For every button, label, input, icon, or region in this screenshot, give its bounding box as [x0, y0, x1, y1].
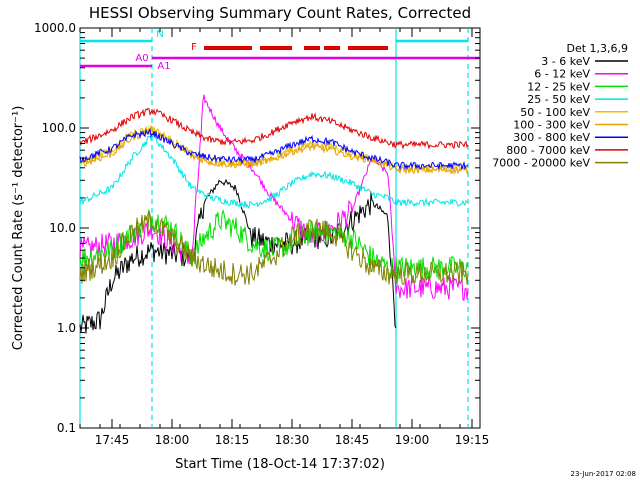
x-tick-label: 18:00	[155, 433, 190, 447]
series-line-6	[79, 128, 469, 171]
legend-label: 6 - 12 keV	[534, 68, 590, 81]
y-tick-label: 0.1	[57, 421, 76, 435]
series-line-3	[79, 132, 469, 210]
legend-label: 25 - 50 keV	[527, 93, 590, 106]
y-tick-label: 1000.0	[34, 21, 76, 35]
legend-label: 50 - 100 keV	[520, 106, 590, 119]
legend-label: 300 - 800 keV	[513, 131, 590, 144]
x-tick-label: 19:00	[395, 433, 430, 447]
legend-label: 12 - 25 keV	[527, 80, 590, 93]
legend-label: 7000 - 20000 keV	[492, 157, 590, 170]
x-axis: 17:45 18:00 18:15 18:30 18:45 19:00 19:15	[79, 28, 490, 447]
y-axis-label: Corrected Count Rate (s⁻¹ detector⁻¹)	[11, 106, 26, 351]
series-line-7	[79, 107, 469, 150]
x-tick-label: 18:45	[335, 433, 370, 447]
legend-label: 100 - 300 keV	[513, 119, 590, 132]
legend-title: Det 1,3,6,9	[566, 42, 628, 55]
y-tick-label: 10.0	[49, 221, 76, 235]
legend-label: 3 - 6 keV	[541, 55, 590, 68]
series-line-1	[79, 94, 469, 301]
y-tick-label: 1.0	[57, 321, 76, 335]
flag-label-a0: A0	[135, 53, 148, 64]
flag-label-f: F	[191, 42, 197, 53]
flag-label-n: N	[156, 29, 163, 40]
chart-title: HESSI Observing Summary Count Rates, Cor…	[89, 4, 471, 22]
series-lines	[79, 94, 469, 334]
footer-date: 23-Jun-2017 02:08	[571, 470, 637, 478]
x-tick-label: 18:15	[215, 433, 250, 447]
y-tick-label: 100.0	[42, 121, 76, 135]
x-tick-label: 18:30	[275, 433, 310, 447]
x-axis-label: Start Time (18-Oct-14 17:37:02)	[175, 457, 385, 472]
flag-label-a1: A1	[157, 61, 170, 72]
series-line-5	[79, 125, 469, 175]
legend-label: 800 - 7000 keV	[506, 144, 590, 157]
series-line-8	[79, 210, 469, 286]
x-tick-label: 19:15	[455, 433, 490, 447]
y-axis: 0.1 1.0 10.0 100.0 1000.0	[34, 21, 480, 435]
x-tick-label: 17:45	[95, 433, 130, 447]
flag-bars: N F A0 A1	[80, 29, 480, 72]
